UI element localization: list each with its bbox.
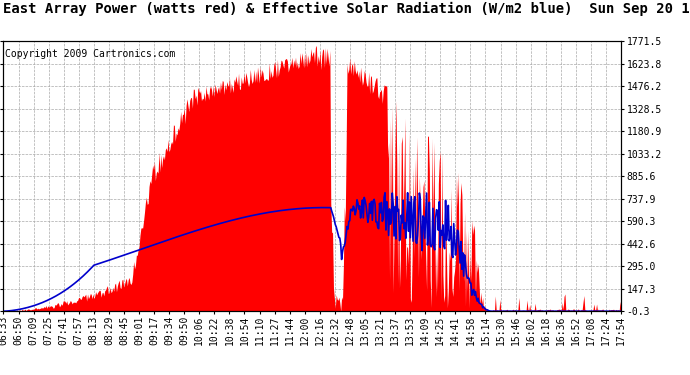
Text: Copyright 2009 Cartronics.com: Copyright 2009 Cartronics.com xyxy=(5,50,175,59)
Text: East Array Power (watts red) & Effective Solar Radiation (W/m2 blue)  Sun Sep 20: East Array Power (watts red) & Effective… xyxy=(3,2,690,16)
